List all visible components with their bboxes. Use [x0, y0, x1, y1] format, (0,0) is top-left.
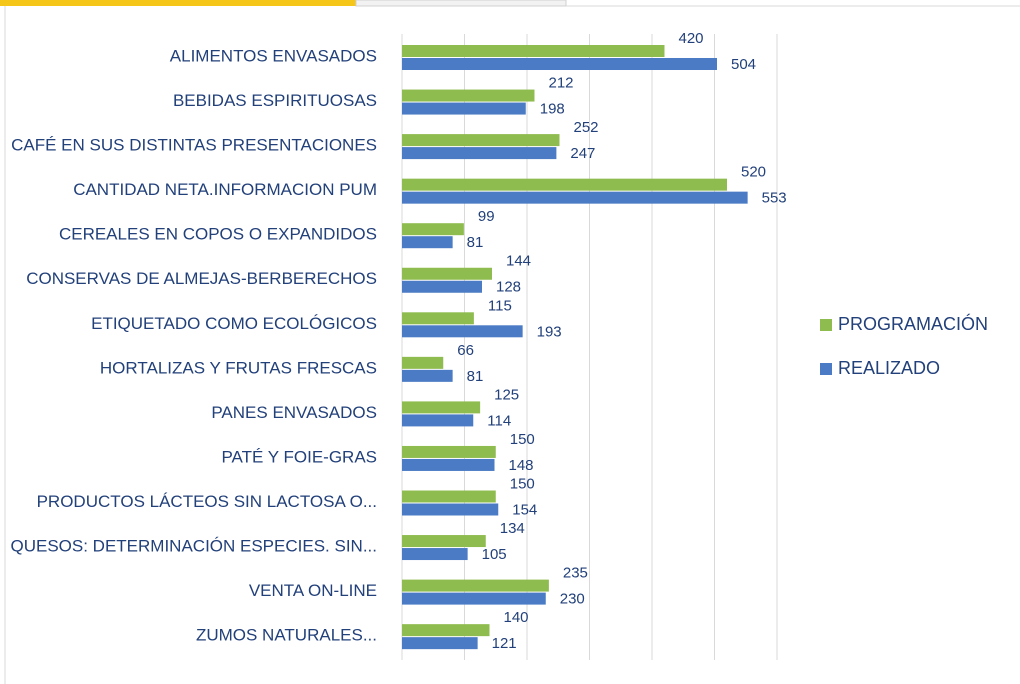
data-label: 420 — [679, 30, 704, 47]
bar — [402, 637, 478, 650]
data-label: 520 — [741, 164, 766, 181]
bar — [402, 503, 499, 516]
bar — [402, 312, 474, 325]
category-label: PATÉ Y FOIE-GRAS — [221, 447, 377, 466]
data-label: 105 — [482, 546, 507, 563]
data-label: 193 — [537, 323, 562, 340]
data-label: 252 — [574, 119, 599, 136]
data-label: 230 — [560, 591, 585, 608]
bar — [402, 579, 549, 592]
data-label: 144 — [506, 253, 531, 270]
bar — [402, 356, 444, 369]
bar — [402, 191, 748, 204]
category-label: ETIQUETADO COMO ECOLÓGICOS — [91, 314, 377, 333]
category-label: BEBIDAS ESPIRITUOSAS — [173, 91, 377, 110]
bar — [402, 280, 482, 293]
data-label: 247 — [570, 145, 595, 162]
category-label: PANES ENVASADOS — [211, 403, 377, 422]
bar — [402, 369, 453, 382]
category-label: ALIMENTOS ENVASADOS — [170, 46, 377, 65]
bar — [402, 325, 523, 338]
data-label: 235 — [563, 565, 588, 582]
data-label: 121 — [492, 635, 517, 652]
bar — [402, 89, 535, 102]
bar — [402, 102, 526, 115]
bar — [402, 535, 486, 548]
data-label: 114 — [487, 412, 511, 429]
bar — [402, 401, 481, 414]
category-label: HORTALIZAS Y FRUTAS FRESCAS — [100, 358, 377, 377]
data-label: 198 — [540, 101, 565, 118]
bar — [402, 445, 496, 458]
legend-label: REALIZADO — [838, 358, 940, 378]
bar — [402, 223, 464, 236]
legend-label: PROGRAMACIÓN — [838, 313, 988, 334]
category-label: CEREALES EN COPOS O EXPANDIDOS — [59, 225, 377, 244]
bar — [402, 134, 560, 147]
bar — [402, 458, 495, 471]
bar — [402, 178, 727, 191]
data-label: 125 — [494, 386, 519, 403]
category-label: CAFÉ EN SUS DISTINTAS PRESENTACIONES — [11, 136, 377, 155]
bar — [402, 45, 665, 57]
bar — [402, 624, 490, 637]
bar — [402, 490, 496, 503]
data-label: 81 — [467, 234, 484, 251]
category-label: VENTA ON-LINE — [249, 581, 377, 600]
bar — [402, 147, 557, 160]
category-label: PRODUCTOS LÁCTEOS SIN LACTOSA O... — [37, 492, 377, 511]
category-label: CANTIDAD NETA.INFORMACION PUM — [73, 180, 377, 199]
data-label: 154 — [512, 501, 537, 518]
legend-swatch — [820, 319, 832, 331]
data-label: 81 — [467, 368, 484, 385]
data-label: 148 — [509, 457, 534, 474]
legend-swatch — [820, 363, 832, 375]
data-label: 212 — [549, 75, 574, 92]
data-label: 150 — [510, 431, 535, 448]
data-label: 66 — [457, 342, 474, 359]
category-label: QUESOS: DETERMINACIÓN ESPECIES. SIN... — [10, 537, 377, 556]
bar — [402, 592, 546, 605]
tab-active — [0, 0, 356, 6]
category-label: CONSERVAS DE ALMEJAS-BERBERECHOS — [26, 269, 377, 288]
bar — [402, 267, 492, 280]
data-label: 134 — [500, 520, 525, 537]
data-label: 150 — [510, 475, 535, 492]
data-label: 115 — [488, 297, 512, 314]
bar — [402, 548, 468, 561]
data-label: 140 — [504, 609, 529, 626]
data-label: 553 — [762, 190, 787, 207]
category-label: ZUMOS NATURALES... — [196, 626, 377, 645]
data-label: 99 — [478, 208, 495, 225]
bar — [402, 414, 474, 427]
tab — [355, 0, 567, 7]
bar — [402, 236, 453, 249]
bar — [402, 58, 717, 70]
data-label: 128 — [496, 279, 521, 296]
data-label: 504 — [731, 56, 756, 73]
